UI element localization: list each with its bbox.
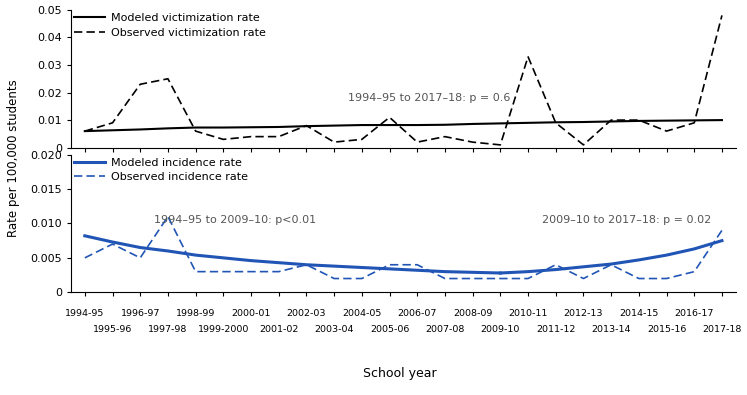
Legend: Modeled victimization rate, Observed victimization rate: Modeled victimization rate, Observed vic…	[74, 13, 266, 38]
Text: 2011-12: 2011-12	[536, 325, 575, 334]
Text: 2000-01: 2000-01	[232, 309, 270, 318]
Text: 1996-97: 1996-97	[120, 309, 160, 318]
Text: 1994–95 to 2017–18: p = 0.6: 1994–95 to 2017–18: p = 0.6	[348, 93, 510, 103]
Text: 2015-16: 2015-16	[647, 325, 686, 334]
Text: 1999-2000: 1999-2000	[198, 325, 249, 334]
Text: 2010-11: 2010-11	[509, 309, 548, 318]
Text: 2009-10: 2009-10	[480, 325, 520, 334]
Text: 2006-07: 2006-07	[397, 309, 437, 318]
Text: 2014-15: 2014-15	[619, 309, 659, 318]
Text: 2007-08: 2007-08	[425, 325, 465, 334]
Text: 2003-04: 2003-04	[314, 325, 354, 334]
Text: 1994-95: 1994-95	[65, 309, 105, 318]
Text: School year: School year	[363, 367, 436, 380]
Text: 2017-18: 2017-18	[702, 325, 742, 334]
Text: 2016-17: 2016-17	[675, 309, 714, 318]
Text: 2004-05: 2004-05	[342, 309, 382, 318]
Text: 2005-06: 2005-06	[370, 325, 409, 334]
Text: 2001-02: 2001-02	[259, 325, 298, 334]
Text: 2002-03: 2002-03	[287, 309, 326, 318]
Text: 2013-14: 2013-14	[592, 325, 631, 334]
Text: 2012-13: 2012-13	[564, 309, 603, 318]
Text: 1995-96: 1995-96	[93, 325, 132, 334]
Text: Rate per 100,000 students: Rate per 100,000 students	[7, 79, 20, 237]
Text: 1998-99: 1998-99	[176, 309, 215, 318]
Legend: Modeled incidence rate, Observed incidence rate: Modeled incidence rate, Observed inciden…	[74, 158, 248, 182]
Text: 2008-09: 2008-09	[453, 309, 492, 318]
Text: 1994–95 to 2009–10: p<0.01: 1994–95 to 2009–10: p<0.01	[154, 215, 316, 225]
Text: 1997-98: 1997-98	[148, 325, 187, 334]
Text: 2009–10 to 2017–18: p = 0.02: 2009–10 to 2017–18: p = 0.02	[542, 215, 711, 225]
